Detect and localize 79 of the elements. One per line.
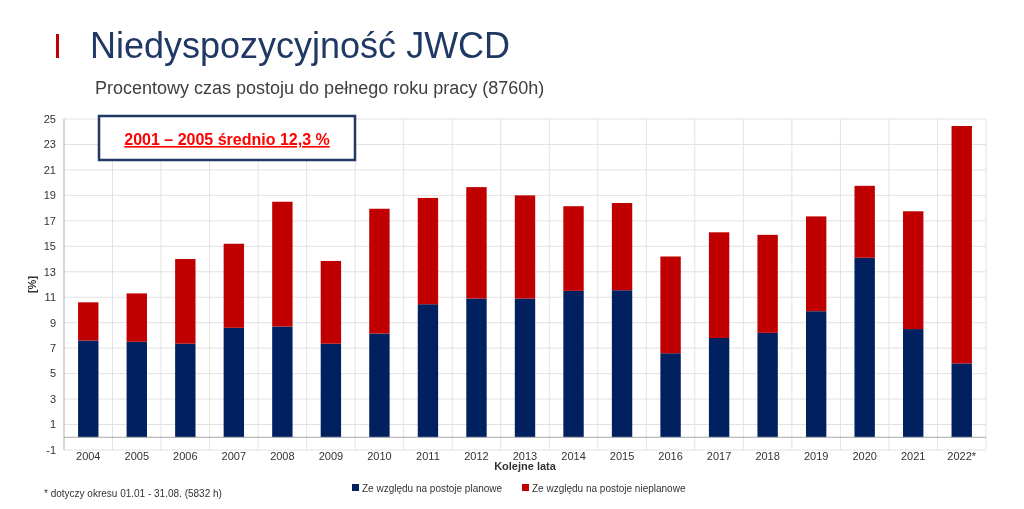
bar [514,298,536,438]
y-tick-label: 13 [43,265,56,278]
bar [320,343,342,438]
bar [854,257,875,438]
y-tick-label: 21 [43,163,56,176]
x-tick-label: 2017 [706,449,732,462]
bar [369,208,390,334]
bar [272,326,293,438]
bar [78,340,99,438]
y-tick-label: 19 [43,189,56,202]
bar [903,211,924,330]
bar [805,216,827,312]
x-tick-label: 2015 [609,449,635,462]
x-tick-label: 2020 [852,449,877,462]
bar [563,206,584,291]
y-tick-label: -1 [46,443,56,456]
bar [78,302,99,341]
x-tick-label: 2012 [464,449,489,462]
bar [126,293,147,342]
x-tick-label: 2007 [221,449,247,462]
bar [951,363,972,438]
bar [805,311,827,438]
x-tick-label: 2016 [658,449,683,462]
bar [175,343,196,438]
y-tick-label: 15 [43,240,56,253]
x-tick-label: 2022* [947,449,977,462]
bar [417,304,439,438]
bar [223,243,245,328]
bar [660,353,681,438]
y-tick-label: 11 [44,291,56,304]
x-tick-label: 2018 [755,449,780,462]
legend-label: Ze względu na postoje planowe [362,483,503,494]
bar [563,290,584,438]
y-tick-label: 3 [49,392,56,405]
bar [757,332,778,438]
bar [417,197,439,305]
bar [272,201,293,327]
x-axis-title: Kolejne lata [494,460,557,472]
text: * dotyczy okresu 01.01 - 31.08. (5832 h) [44,488,222,499]
bar [708,337,730,438]
legend-label: Ze względu na postoje nieplanowe [532,483,686,494]
bar [466,187,487,299]
bar [126,341,147,438]
bar [514,195,536,299]
x-tick-label: 2005 [124,449,150,462]
y-tick-label: 7 [49,342,56,354]
bar [757,234,778,333]
bar [708,232,730,338]
y-tick-label: 5 [49,367,56,380]
bar [660,256,681,354]
y-tick-label: 23 [43,138,56,151]
y-axis-title: [%] [26,275,38,294]
y-tick-label: 25 [43,112,56,125]
bar [223,327,245,438]
x-tick-label: 2010 [367,449,392,462]
y-tick-label: 17 [43,214,56,227]
x-tick-label: 2021 [900,449,926,462]
annotation: 2001 – 2005 średnio 12,3 % [124,131,330,148]
x-tick-label: 2006 [173,449,198,462]
bar [854,185,875,258]
bar [369,333,390,438]
x-tick-label: 2009 [318,449,344,462]
bar [466,298,487,438]
y-tick-label: 9 [49,316,56,329]
x-tick-label: 2008 [270,449,295,462]
chart-title: Niedyspozycyjność JWCD [90,25,511,66]
x-tick-label: 2013 [512,449,538,462]
x-tick-label: 2019 [803,449,829,462]
chart-subtitle: Procentowy czas postoju do pełnego roku pracy (8760h) [95,78,545,98]
bar [611,290,633,438]
x-tick-label: 2011 [416,449,440,462]
bar [611,203,633,291]
bar [175,259,196,344]
x-tick-label: 2014 [561,449,586,462]
bar [320,260,342,344]
y-tick-label: 1 [49,418,56,431]
bar [903,329,924,438]
bar [951,126,972,364]
x-tick-label: 2004 [76,449,101,462]
